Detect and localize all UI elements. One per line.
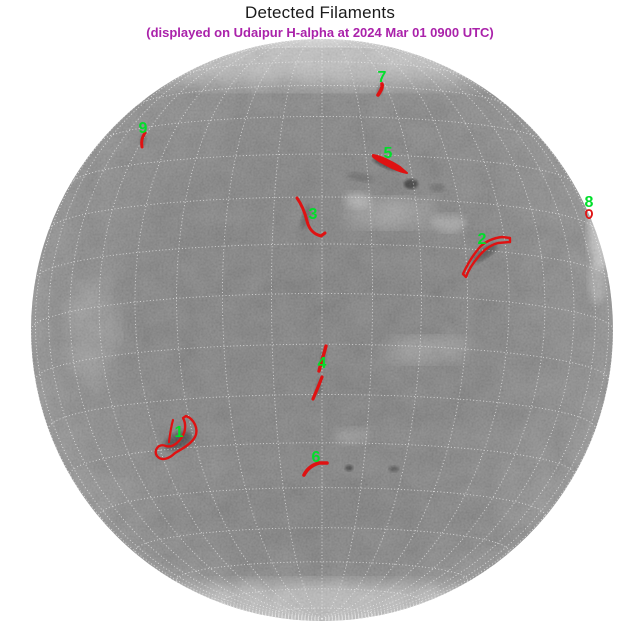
grid-lines <box>31 39 613 621</box>
filament-outline <box>585 209 593 220</box>
filament-label-6: 6 <box>312 449 321 466</box>
filament-outline <box>311 375 324 401</box>
filament-outline <box>376 82 384 97</box>
filament-7: 7 <box>376 69 387 97</box>
page-subtitle: (displayed on Udaipur H-alpha at 2024 Ma… <box>146 25 494 40</box>
filament-outline <box>461 235 512 279</box>
filament-4: 4 <box>311 344 328 401</box>
page-title: Detected Filaments <box>244 3 396 22</box>
filament-outline <box>140 131 147 149</box>
filament-label-4: 4 <box>318 355 327 372</box>
filament-label-1: 1 <box>175 424 184 441</box>
filament-outline <box>154 414 198 461</box>
filament-outline <box>317 344 328 373</box>
filament-annotations: 1 2 3 4 5 6 7 8 9 <box>139 69 594 477</box>
filament-label-8: 8 <box>585 194 594 211</box>
filament-label-7: 7 <box>378 69 387 86</box>
filament-outline <box>295 196 327 238</box>
filament-8: 8 <box>585 194 594 220</box>
filament-2: 2 <box>461 231 512 279</box>
filament-9: 9 <box>139 120 148 149</box>
filament-label-2: 2 <box>478 231 487 248</box>
filament-label-9: 9 <box>139 120 148 137</box>
filament-3: 3 <box>295 196 327 238</box>
filament-label-3: 3 <box>309 206 318 223</box>
filament-outline <box>371 154 408 174</box>
filament-outline <box>167 418 175 444</box>
heliographic-grid <box>31 39 613 621</box>
filament-6: 6 <box>302 449 329 477</box>
filament-1: 1 <box>154 414 198 461</box>
filament-5: 5 <box>371 145 408 174</box>
filament-outline <box>302 461 329 477</box>
filament-label-5: 5 <box>384 145 393 162</box>
